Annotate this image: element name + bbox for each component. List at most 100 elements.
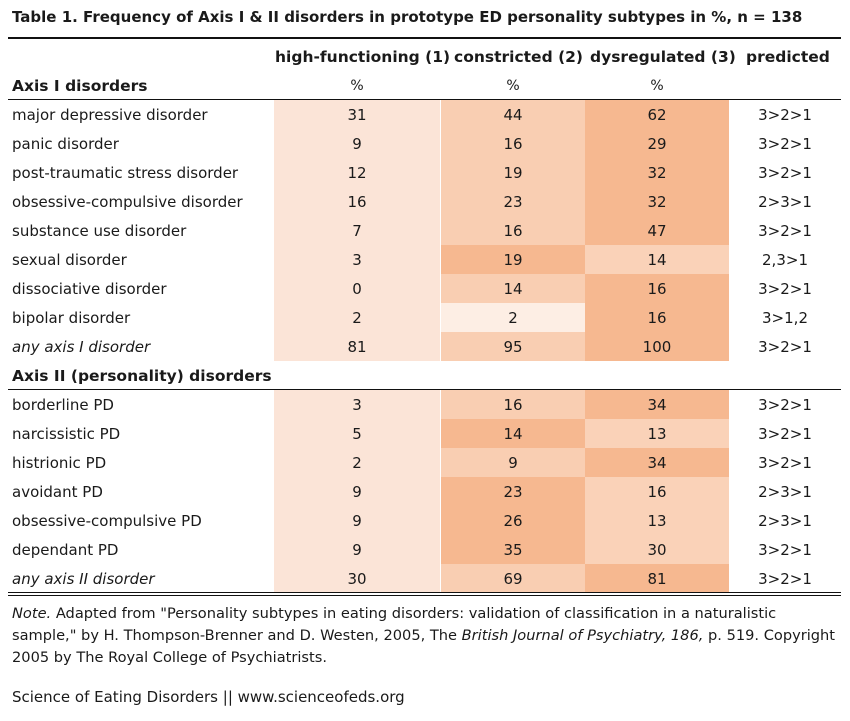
cell-dys: 34 (585, 390, 729, 419)
site-credit: Science of Eating Disorders || www.scien… (12, 688, 405, 706)
cell-hf: 81 (274, 332, 440, 361)
row-label: any axis II disorder (12, 569, 155, 588)
cell-hf: 12 (274, 158, 440, 187)
cell-hf: 3 (274, 390, 440, 419)
header-dysregulated: dysregulated (3) (590, 48, 736, 66)
cell-dys: 16 (585, 477, 729, 506)
cell-con: 95 (441, 332, 585, 361)
cell-con: 16 (441, 390, 585, 419)
table-note: Note. Adapted from "Personality subtypes… (12, 603, 842, 669)
cell-pred: 3>2>1 (758, 540, 812, 559)
row-label: dissociative disorder (12, 279, 167, 298)
row-label: histrionic PD (12, 453, 107, 472)
cell-pred: 3>2>1 (758, 424, 812, 443)
row-label: obsessive-compulsive disorder (12, 192, 243, 211)
cell-hf: 31 (274, 100, 440, 129)
cell-dys: 100 (585, 332, 729, 361)
cell-dys: 16 (585, 274, 729, 303)
cell-con: 23 (441, 477, 585, 506)
cell-pred: 3>1,2 (762, 308, 808, 327)
note-journal: British Journal of Psychiatry, 186, (461, 627, 704, 644)
cell-hf: 5 (274, 419, 440, 448)
cell-dys: 29 (585, 129, 729, 158)
cell-con: 44 (441, 100, 585, 129)
cell-con: 9 (441, 448, 585, 477)
row-label: narcissistic PD (12, 424, 121, 443)
cell-con: 14 (441, 274, 585, 303)
cell-pred: 2>3>1 (758, 192, 812, 211)
row-label: bipolar disorder (12, 308, 131, 327)
cell-dys: 34 (585, 448, 729, 477)
header-high-functioning: high-functioning (1) (275, 48, 451, 66)
cell-dys: 13 (585, 419, 729, 448)
axis1-section-label: Axis I disorders (12, 76, 148, 95)
cell-dys: 13 (585, 506, 729, 535)
cell-dys: 32 (585, 158, 729, 187)
axis2-section-label: Axis II (personality) disorders (12, 366, 272, 385)
row-label: dependant PD (12, 540, 119, 559)
cell-hf: 9 (274, 506, 440, 535)
bottom-rule-2 (8, 595, 841, 596)
cell-dys: 14 (585, 245, 729, 274)
cell-con: 26 (441, 506, 585, 535)
cell-pred: 3>2>1 (758, 134, 812, 153)
cell-pred: 3>2>1 (758, 395, 812, 414)
cell-hf: 16 (274, 187, 440, 216)
cell-dys: 62 (585, 100, 729, 129)
row-label: avoidant PD (12, 482, 103, 501)
row-label: sexual disorder (12, 250, 127, 269)
cell-pred: 3>2>1 (758, 279, 812, 298)
cell-con: 14 (441, 419, 585, 448)
row-label: obsessive-compulsive PD (12, 511, 202, 530)
cell-hf: 9 (274, 129, 440, 158)
cell-dys: 30 (585, 535, 729, 564)
cell-hf: 30 (274, 564, 440, 593)
header-constricted: constricted (2) (454, 48, 584, 66)
percent-header-con: % (506, 77, 520, 94)
cell-pred: 3>2>1 (758, 337, 812, 356)
cell-con: 35 (441, 535, 585, 564)
cell-dys: 47 (585, 216, 729, 245)
row-label: any axis I disorder (12, 337, 151, 356)
percent-header-dys: % (650, 77, 664, 94)
cell-con: 23 (441, 187, 585, 216)
cell-hf: 2 (274, 303, 440, 332)
bottom-rule-1 (8, 592, 841, 593)
cell-pred: 3>2>1 (758, 569, 812, 588)
table-title: Table 1. Frequency of Axis I & II disord… (12, 8, 803, 26)
note-text-2: p. 519. Copyright 2005 by The Royal Coll… (12, 627, 836, 666)
row-label: post-traumatic stress disorder (12, 163, 239, 182)
cell-pred: 2>3>1 (758, 511, 812, 530)
cell-hf: 9 (274, 477, 440, 506)
cell-pred: 2,3>1 (762, 250, 808, 269)
cell-hf: 2 (274, 448, 440, 477)
top-rule (8, 37, 841, 39)
row-label: borderline PD (12, 395, 114, 414)
cell-pred: 3>2>1 (758, 221, 812, 240)
cell-pred: 2>3>1 (758, 482, 812, 501)
row-label: panic disorder (12, 134, 119, 153)
cell-hf: 3 (274, 245, 440, 274)
note-text-1: Adapted from "Personality subtypes in ea… (12, 605, 777, 644)
cell-pred: 3>2>1 (758, 163, 812, 182)
row-label: substance use disorder (12, 221, 187, 240)
header-predicted: predicted (746, 48, 830, 66)
cell-hf: 9 (274, 535, 440, 564)
cell-dys: 16 (585, 303, 729, 332)
cell-hf: 0 (274, 274, 440, 303)
cell-pred: 3>2>1 (758, 453, 812, 472)
percent-header-hf: % (350, 77, 364, 94)
axis1-header-rule (8, 99, 841, 100)
cell-con: 2 (441, 303, 585, 332)
row-label: major depressive disorder (12, 105, 208, 124)
cell-hf: 7 (274, 216, 440, 245)
cell-dys: 32 (585, 187, 729, 216)
cell-con: 69 (441, 564, 585, 593)
axis2-header-rule (8, 389, 841, 390)
cell-con: 16 (441, 129, 585, 158)
cell-con: 19 (441, 158, 585, 187)
cell-con: 16 (441, 216, 585, 245)
note-prefix: Note. (12, 605, 52, 622)
cell-con: 19 (441, 245, 585, 274)
cell-dys: 81 (585, 564, 729, 593)
